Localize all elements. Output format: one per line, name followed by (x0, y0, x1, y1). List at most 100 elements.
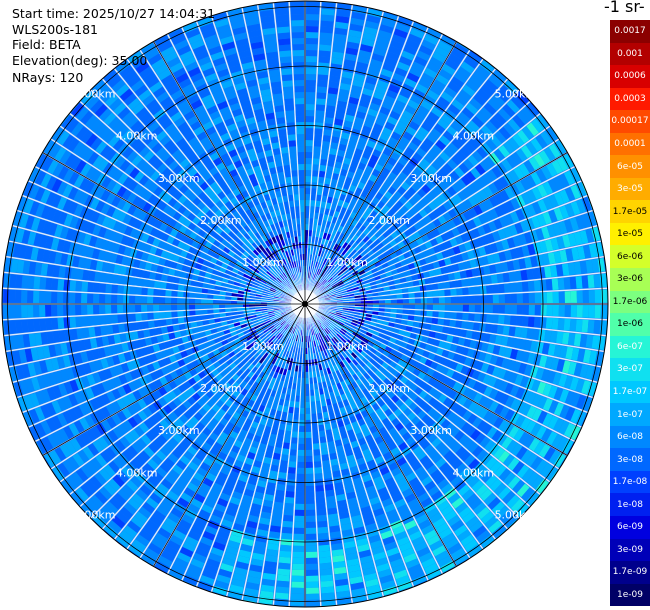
radar-gate (534, 304, 541, 316)
radar-gate (483, 398, 494, 410)
radar-gate (438, 430, 449, 441)
radar-gate (250, 349, 257, 357)
ray-gap (304, 7, 369, 305)
radar-gate (435, 347, 444, 356)
radar-gate (217, 498, 229, 508)
radar-gate (266, 482, 276, 490)
radar-gate (298, 242, 302, 249)
radar-gate (243, 375, 251, 384)
radar-gate (415, 420, 425, 430)
radar-gate (239, 283, 246, 288)
radar-gate (73, 420, 85, 434)
radar-gate (97, 436, 109, 449)
radar-gate (342, 474, 352, 482)
radar-gate (240, 99, 251, 108)
radar-gate (29, 201, 40, 216)
radar-gate (143, 329, 151, 338)
radar-gate (290, 388, 296, 396)
radar-gate (309, 218, 314, 225)
radar-gate (498, 450, 510, 464)
radar-gate (162, 266, 170, 275)
radar-gate (373, 47, 387, 57)
radar-gate (533, 316, 541, 328)
radar-gate (165, 304, 172, 311)
radar-gate (279, 252, 285, 260)
radar-gate (152, 208, 163, 219)
radar-gate (217, 451, 228, 461)
radar-gate (305, 431, 312, 438)
radar-gate (305, 128, 314, 135)
radar-gate (354, 326, 362, 332)
radar-gate (390, 39, 404, 50)
radar-gate (291, 170, 298, 177)
radar-gate (419, 342, 427, 350)
radar-gate (225, 304, 232, 308)
radar-gate (67, 186, 79, 200)
radar-gate (252, 352, 260, 359)
radar-gate (159, 296, 166, 304)
radar-gate (290, 352, 295, 359)
radar-gate (181, 514, 195, 525)
radar-gate (147, 194, 158, 205)
radar-gate (40, 389, 51, 403)
radar-gate (376, 519, 389, 529)
radar-gate (85, 114, 98, 129)
radar-gate (424, 323, 432, 331)
radar-gate (504, 409, 515, 422)
radar-gate (288, 406, 294, 414)
radar-gate (326, 233, 332, 241)
radar-gate (154, 532, 169, 545)
radar-gate (223, 551, 237, 561)
radar-gate (409, 66, 423, 78)
radar-gate (335, 324, 342, 330)
radar-gate (481, 470, 494, 483)
radar-gate (194, 162, 205, 172)
radar-gate (271, 285, 278, 290)
radar-gate (462, 511, 476, 524)
radar-gate (341, 326, 349, 332)
radar-gate (207, 289, 215, 295)
radar-gate (325, 327, 331, 334)
radar-gate (269, 266, 276, 273)
radar-gate (322, 189, 329, 197)
radar-gate (214, 95, 227, 105)
radar-gate (251, 219, 259, 227)
radar-gate (323, 129, 332, 136)
radar-gate (333, 351, 339, 358)
radar-gate (147, 296, 154, 304)
radar-gate (322, 140, 331, 148)
radar-gate (332, 555, 345, 563)
radar-gate (174, 352, 183, 361)
radar-gate (318, 538, 330, 546)
radar-gate (248, 276, 256, 282)
radar-gate (160, 96, 173, 108)
radar-gate (197, 275, 205, 282)
radar-gate (175, 444, 187, 455)
radar-gate (255, 485, 266, 494)
radar-gate (191, 274, 199, 281)
radar-gate (284, 497, 295, 504)
radar-gate (437, 318, 445, 326)
radar-gate (105, 304, 112, 314)
radar-gate (285, 263, 290, 271)
radar-gate (168, 354, 177, 363)
radar-gate (386, 51, 400, 61)
radar-gate (250, 96, 262, 105)
radar-gate (321, 2, 336, 10)
radar-gate (183, 342, 191, 350)
radar-gate (282, 158, 290, 166)
radar-gate (548, 385, 558, 399)
radar-gate (507, 476, 521, 490)
radar-gate (440, 35, 455, 48)
radar-gate (149, 514, 163, 527)
radar-gate (265, 368, 272, 376)
radar-gate (164, 155, 175, 167)
radar-gate (156, 163, 168, 174)
radar-gate (143, 446, 155, 458)
radar-gate (63, 304, 70, 316)
radar-gate (384, 57, 398, 67)
radar-gate (51, 469, 60, 482)
radar-gate (300, 395, 305, 402)
radar-gate (240, 323, 248, 329)
radar-gate (384, 477, 396, 487)
